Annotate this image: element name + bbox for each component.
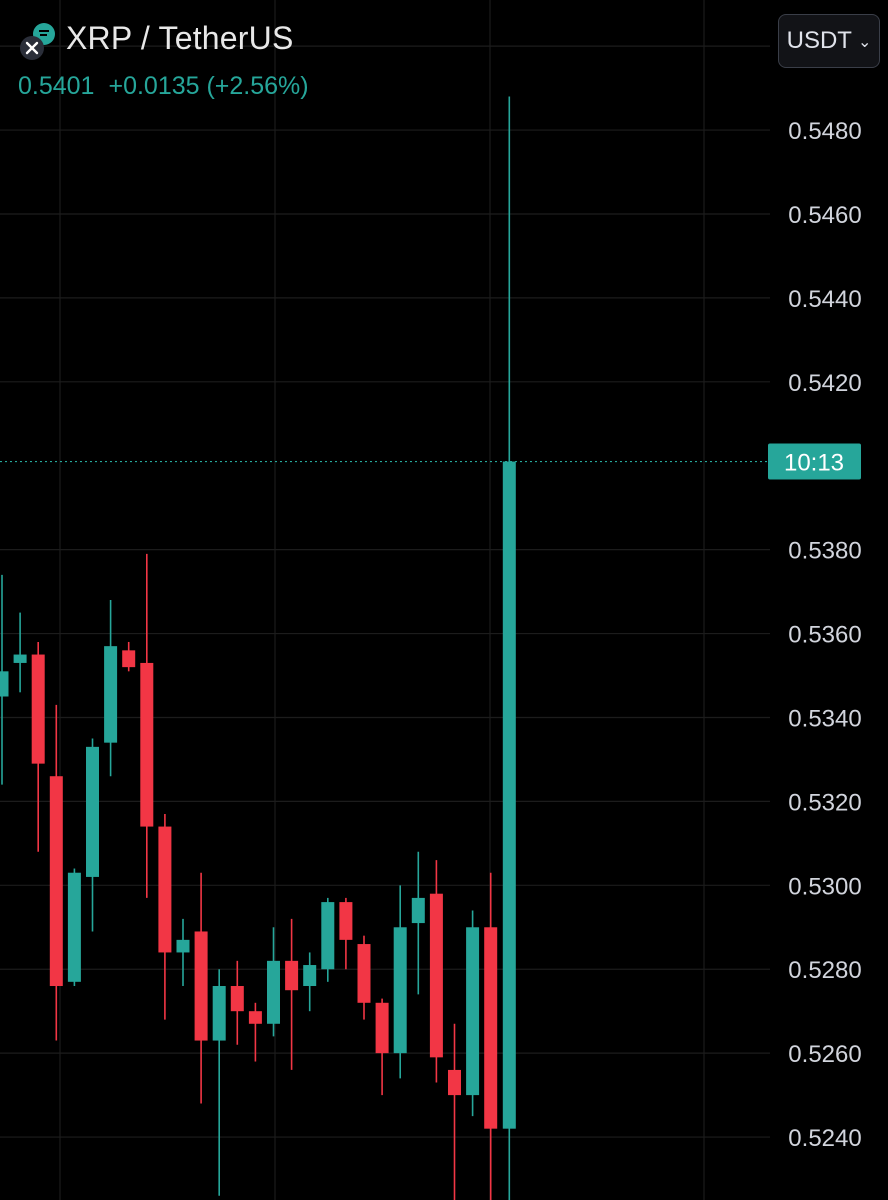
currency-label: USDT [786,27,852,54]
candle-body-up [67,872,81,982]
candle-body-down [194,931,208,1041]
y-axis-tick-label: 0.5360 [788,622,861,649]
y-axis-tick-label: 0.5300 [788,873,861,900]
close-icon [25,41,39,55]
y-axis-tick-label: 0.5240 [788,1125,861,1152]
candle-body-up [176,939,190,953]
candle-body-down [375,1002,389,1054]
candle-body-down [357,944,371,1003]
countdown-label: 10:13 [784,450,844,477]
y-axis-tick-label: 0.5420 [788,370,861,397]
candle-body-down [230,986,244,1012]
candle-body-up [502,461,516,1129]
candle-body-up [411,897,425,924]
y-axis-tick-label: 0.5440 [788,286,861,313]
price-change: +0.0135 (+2.56%) [108,72,309,100]
candle-body-down [140,662,154,827]
candle-body-down [339,902,353,940]
last-price: 0.5401 [18,72,95,100]
chart-header: XRP / TetherUS 0.5401 +0.0135 (+2.56%) [0,0,760,110]
candle-body-down [484,927,498,1129]
candle-body-down [122,650,136,668]
y-axis-tick-label: 0.5320 [788,789,861,816]
candle-body-up [466,927,480,1096]
currency-select-button[interactable]: USDT ⌄ [778,14,880,68]
candle-body-down [285,960,299,991]
y-axis-tick-label: 0.5460 [788,202,861,229]
candle-body-up [13,654,27,663]
candle-body-up [104,646,118,743]
y-axis-tick-label: 0.5380 [788,538,861,565]
countdown-badge [768,443,861,480]
y-axis-tick-label: 0.5340 [788,705,861,732]
y-axis-tick-label: 0.5280 [788,957,861,984]
candle-body-up [267,960,280,1024]
candle-body-up [321,902,335,970]
pair-title: XRP / TetherUS [66,20,294,56]
candle-body-down [31,654,45,764]
candle-body-up [393,927,407,1054]
candle-body-down [248,1011,262,1024]
candle-body-down [448,1069,461,1096]
candle-body-down [429,893,443,1058]
candle-body-up [303,965,317,987]
candle-body-up [86,746,99,877]
price-row: 0.5401 +0.0135 (+2.56%) [18,72,323,101]
candle-body-up [0,671,9,697]
candle-body-up [212,986,226,1041]
exchange-logo-icon[interactable] [18,22,60,62]
candle-body-down [158,826,172,953]
y-axis-tick-label: 0.5480 [788,118,861,145]
chevron-down-icon: ⌄ [857,34,872,51]
y-axis-tick-label: 0.5260 [788,1041,861,1068]
candle-body-down [49,776,63,987]
